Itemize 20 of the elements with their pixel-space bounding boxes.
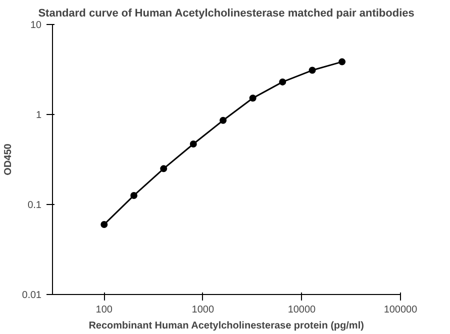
point (130, 192, 138, 199)
point (160, 165, 168, 172)
x-tick-label: 1000 (192, 304, 214, 316)
point (220, 116, 227, 124)
y-tick-label: 0.01 (22, 290, 42, 301)
point (190, 140, 197, 148)
point (249, 94, 256, 102)
y-axis-title: OD450 (3, 143, 14, 176)
y-tick-label: 1 (36, 110, 42, 121)
point (338, 58, 346, 66)
chart-title: Standard curve of Human Acetylcholinesterase matched pair antibodies (38, 8, 414, 20)
point (308, 66, 316, 74)
x-tick-label: 100000 (384, 304, 418, 316)
point (279, 78, 286, 86)
y-tick-label: 0.1 (28, 200, 42, 211)
x-tick-label: 10000 (288, 304, 316, 316)
y-tick-label: 10 (30, 20, 42, 31)
x-axis-title: Recombinant Human Acetylcholinesterase protein (pg/ml) (88, 320, 364, 332)
x-tick-label: 100 (96, 304, 113, 316)
point (100, 220, 108, 228)
